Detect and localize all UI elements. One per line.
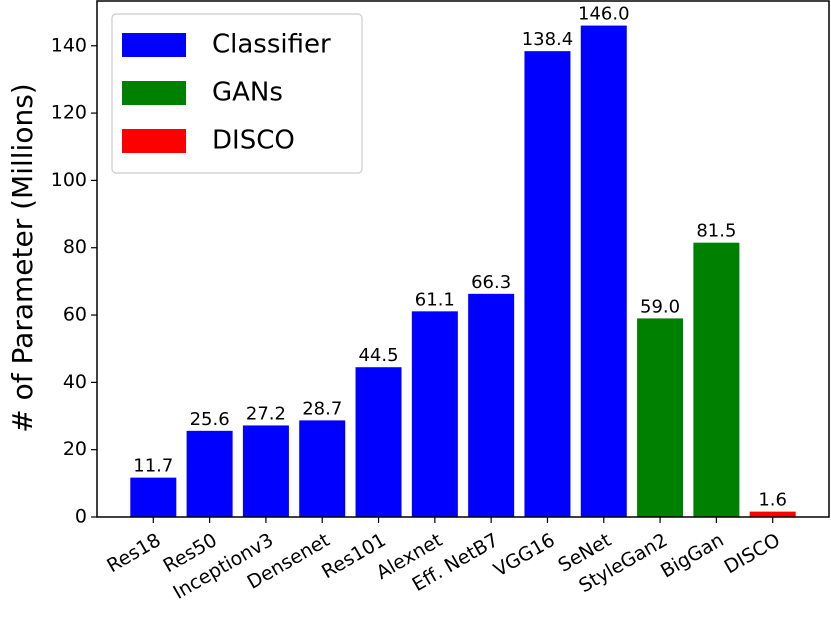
value-label: 27.2 <box>246 403 286 424</box>
value-label: 138.4 <box>522 29 574 50</box>
x-tick-label: Res18 <box>103 529 164 577</box>
y-tick-label: 100 <box>51 169 87 191</box>
bar <box>299 420 346 517</box>
value-label: 66.3 <box>471 272 511 293</box>
legend-swatch <box>122 81 186 105</box>
legend-label: Classifier <box>212 30 331 60</box>
value-label: 1.6 <box>758 490 787 511</box>
x-tick-label: BigGan <box>657 529 728 582</box>
bar <box>637 318 684 517</box>
bar <box>411 311 458 517</box>
y-tick-label: 120 <box>51 102 87 124</box>
y-tick-label: 60 <box>63 304 87 326</box>
bar <box>130 477 177 517</box>
legend-label: DISCO <box>212 126 295 156</box>
value-label: 81.5 <box>696 221 736 242</box>
x-tick-label: VGG16 <box>490 529 559 581</box>
bar <box>749 511 796 517</box>
value-label: 44.5 <box>358 345 398 366</box>
bar <box>693 242 740 517</box>
plot-frame <box>96 0 830 518</box>
bar <box>242 425 289 517</box>
legend-label: GANs <box>212 78 283 108</box>
y-tick-label: 20 <box>63 438 87 460</box>
bar <box>186 430 233 517</box>
bar <box>468 293 515 517</box>
value-label: 11.7 <box>133 456 173 477</box>
y-axis-label: # of Parameter (Millions) <box>6 83 39 432</box>
value-label: 61.1 <box>415 289 455 310</box>
value-label: 59.0 <box>640 296 680 317</box>
y-tick-label: 40 <box>63 371 87 393</box>
legend-swatch <box>122 129 186 153</box>
y-tick-label: 140 <box>51 34 87 56</box>
bar <box>524 51 571 517</box>
bar <box>580 25 627 517</box>
legend-swatch <box>122 33 186 57</box>
value-label: 146.0 <box>578 4 630 25</box>
value-label: 28.7 <box>302 398 342 419</box>
value-label: 25.6 <box>190 409 230 430</box>
bar <box>355 367 402 517</box>
y-tick-label: 0 <box>75 506 87 528</box>
x-tick-label: DISCO <box>721 529 784 578</box>
y-tick-label: 80 <box>63 236 87 258</box>
